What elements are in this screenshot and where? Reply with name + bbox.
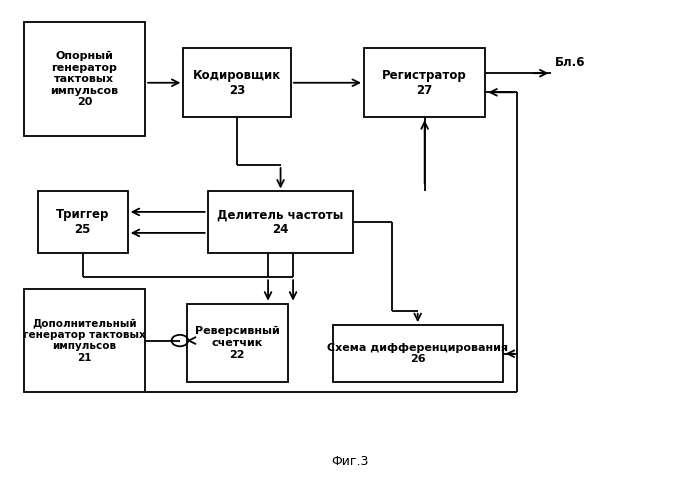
Bar [332,325,503,383]
Text: Дополнительный
генератор тактовых
импульсов
21: Дополнительный генератор тактовых импуль… [23,318,146,363]
Text: Бл.6: Бл.6 [555,57,585,70]
Text: Фиг.3: Фиг.3 [331,455,369,468]
Bar [364,48,485,117]
Text: Кодировщик
23: Кодировщик 23 [193,69,281,97]
Bar [208,191,354,254]
Text: Делитель частоты
24: Делитель частоты 24 [218,208,344,236]
Bar [24,289,145,392]
Bar [24,22,145,137]
Text: Реверсивный
счетчик
22: Реверсивный счетчик 22 [195,327,279,360]
Text: Опорный
генератор
тактовых
импульсов
20: Опорный генератор тактовых импульсов 20 [50,51,118,107]
Text: Триггер
25: Триггер 25 [56,208,109,236]
Text: Схема дифференцирования
26: Схема дифференцирования 26 [327,343,508,365]
Bar [183,48,291,117]
Bar [187,304,288,383]
Text: Регистратор
27: Регистратор 27 [382,69,467,97]
Bar [38,191,128,254]
